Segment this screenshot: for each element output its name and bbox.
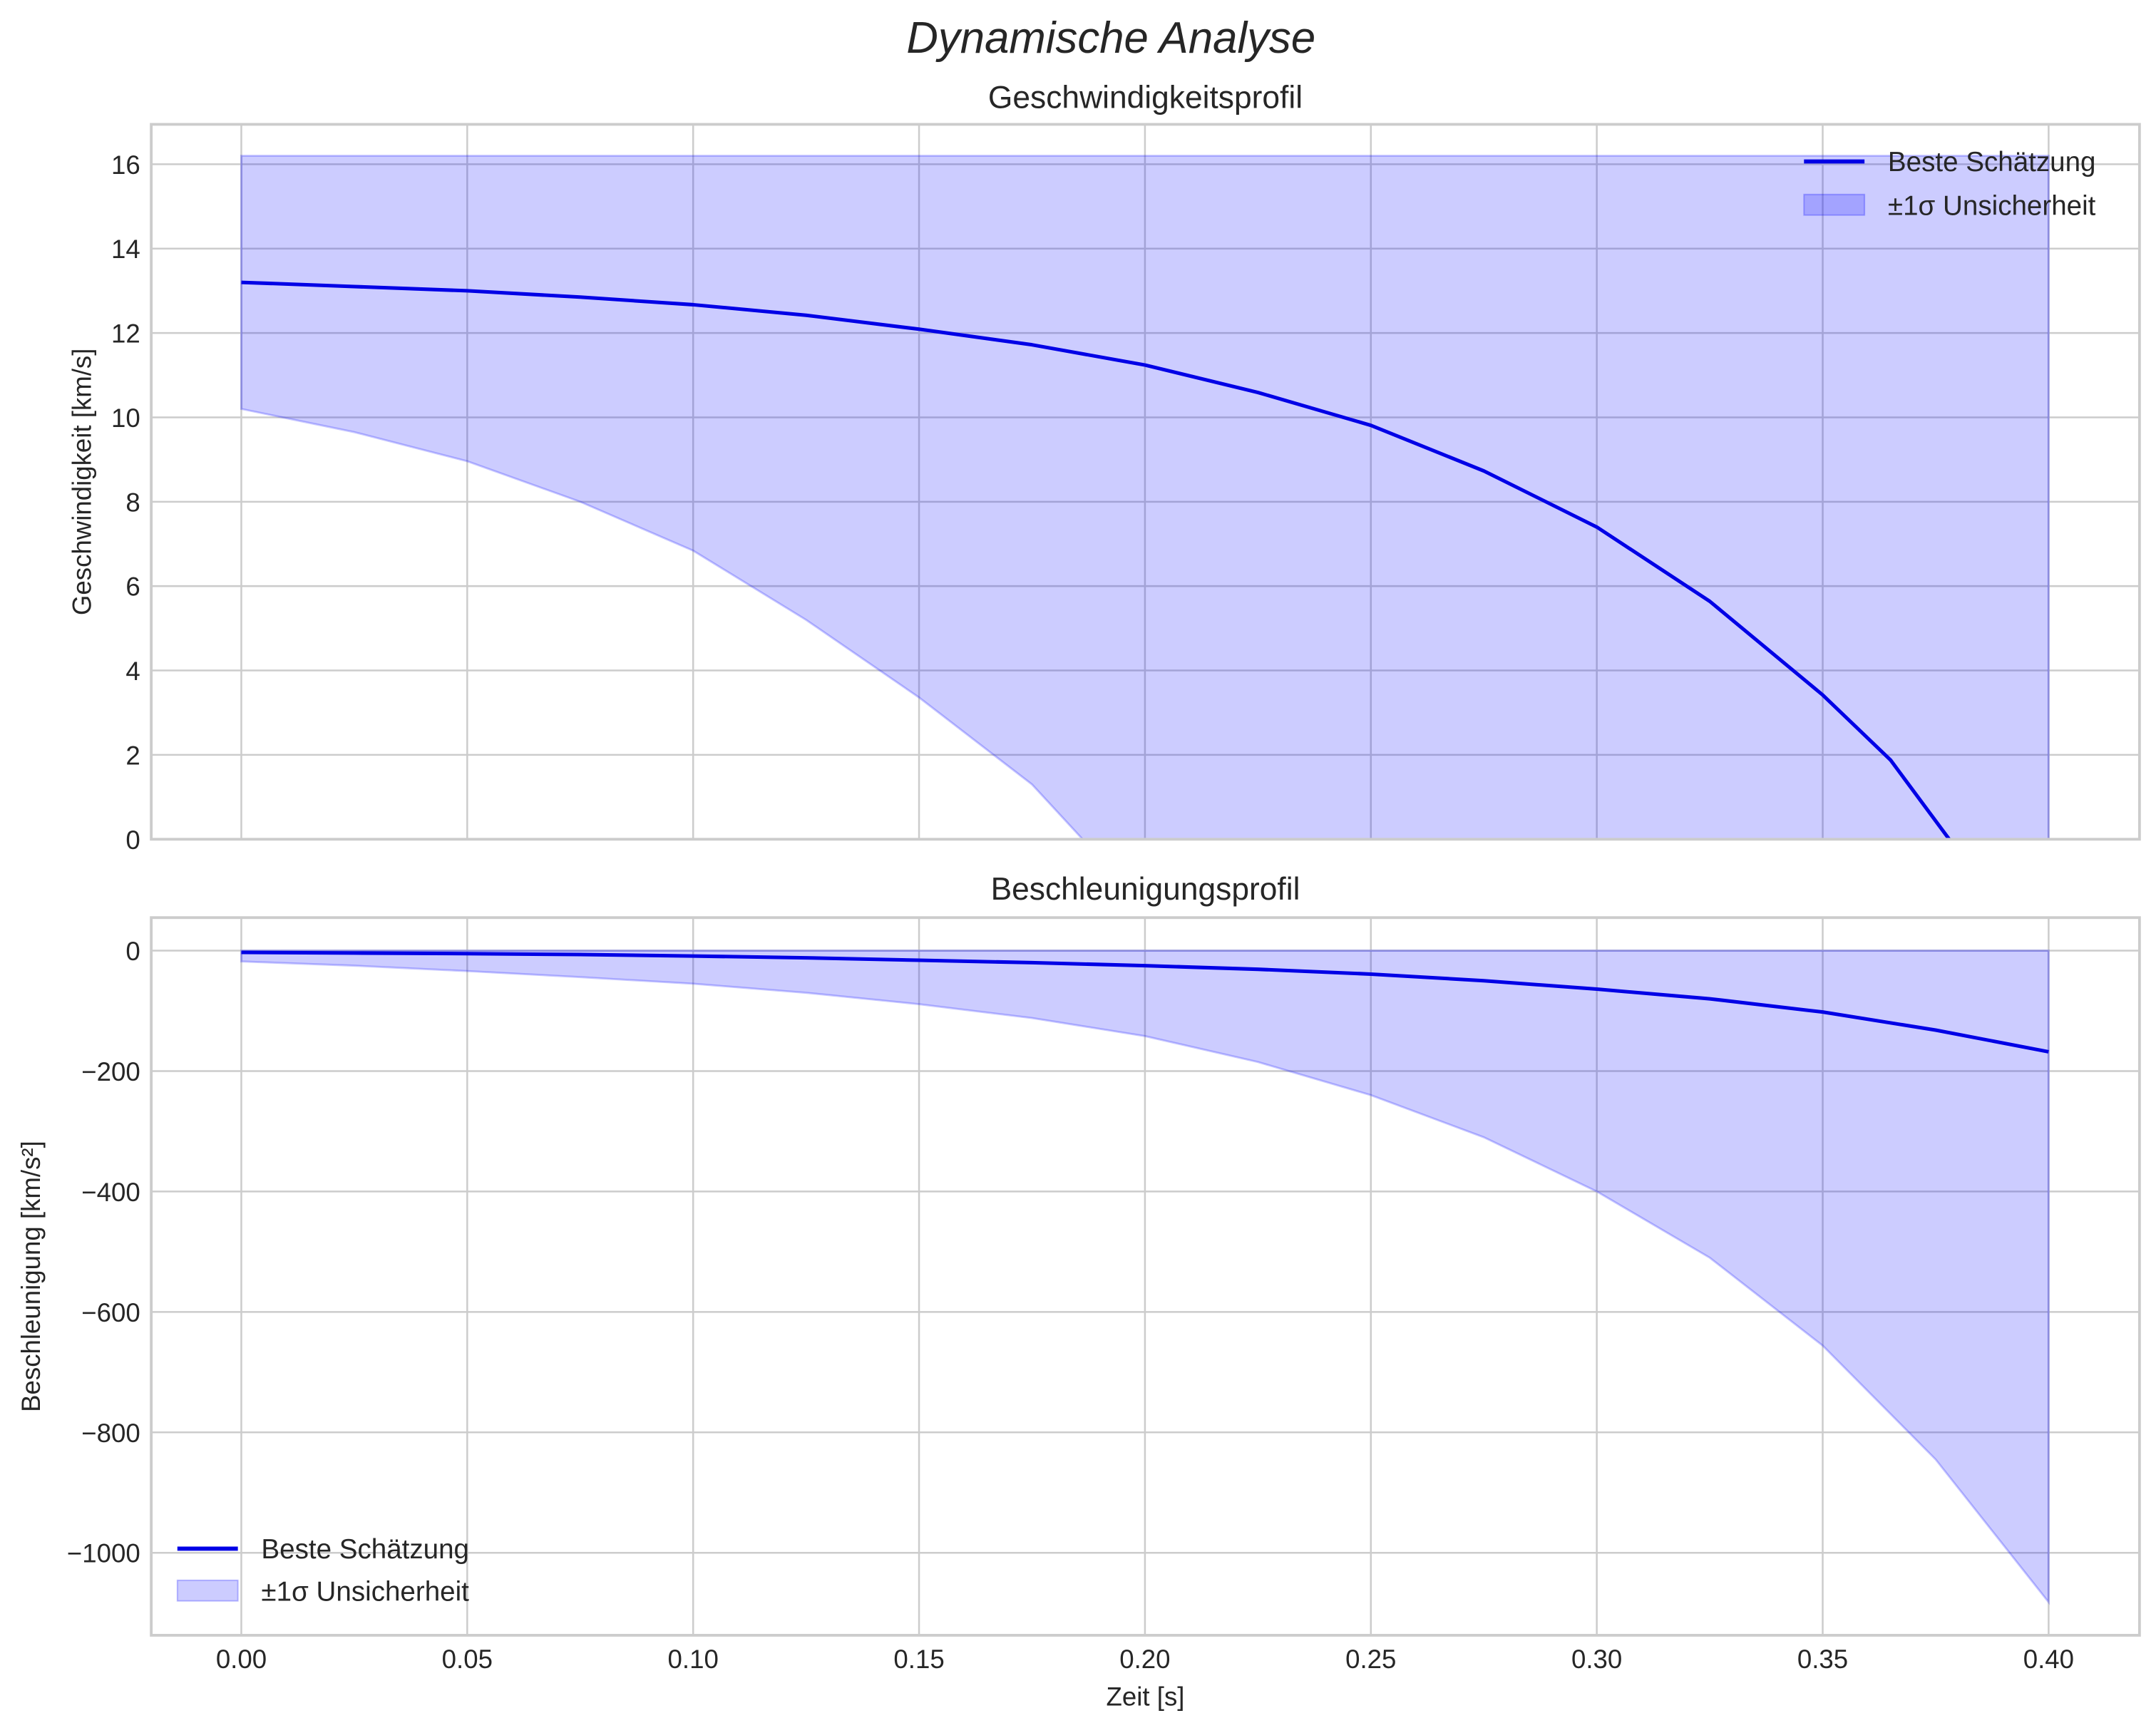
legend-band-label: ±1σ Unsicherheit (261, 1577, 469, 1608)
y-tick-label: 4 (125, 657, 140, 686)
velocity-axes-frame (150, 123, 2141, 841)
acceleration-panel: Beschleunigungsprofil 0 −200 −400 −600 −800 −… (16, 872, 2141, 1711)
y-tick-label: −1000 (67, 1539, 140, 1568)
y-tick-label: −600 (81, 1298, 140, 1327)
velocity-y-axis-label: Geschwindigkeit [km/s] (67, 349, 96, 616)
y-tick-label: 0 (125, 937, 140, 966)
legend-line-label: Beste Schätzung (261, 1534, 469, 1565)
x-axis-label: Zeit [s] (1107, 1682, 1185, 1711)
y-tick-label: 8 (125, 488, 140, 517)
legend-band-swatch-icon (176, 1579, 239, 1602)
figure-suptitle: Dynamische Analyse (906, 14, 1315, 63)
acceleration-uncertainty-band (240, 950, 2050, 1605)
legend-band-swatch-icon (1803, 193, 1866, 216)
x-tick-label: 0.00 (216, 1645, 267, 1674)
y-tick-label: 6 (125, 572, 140, 602)
x-tick-label: 0.25 (1345, 1645, 1396, 1674)
y-tick-label: −800 (81, 1419, 140, 1448)
x-tick-label: 0.05 (442, 1645, 493, 1674)
velocity-panel-title: Geschwindigkeitsprofil (988, 80, 1303, 115)
velocity-uncertainty-band (240, 155, 2050, 840)
acceleration-gridlines (151, 917, 2140, 1635)
acceleration-legend: Beste Schätzung ±1σ Unsicherheit (176, 1534, 469, 1608)
acceleration-y-tick-labels: 0 −200 −400 −600 −800 −1000 (67, 937, 140, 1568)
velocity-best-estimate-line (241, 280, 1951, 840)
velocity-panel: Geschwindigkeitsprofil 0 2 4 6 8 10 12 14 16 Ges… (67, 80, 2141, 855)
y-tick-label: 0 (125, 826, 140, 855)
velocity-y-tick-labels: 0 2 4 6 8 10 12 14 16 (111, 150, 140, 855)
y-tick-label: 16 (111, 150, 140, 180)
legend-band-label: ±1σ Unsicherheit (1888, 191, 2096, 222)
x-tick-labels: 0.00 0.05 0.10 0.15 0.20 0.25 0.30 0.35 0.40 (216, 1645, 2074, 1674)
acceleration-panel-title: Beschleunigungsprofil (991, 872, 1300, 907)
x-tick-label: 0.15 (893, 1645, 944, 1674)
acceleration-best-estimate-line (241, 950, 2049, 1054)
acceleration-y-axis-label: Beschleunigung [km/s²] (16, 1141, 46, 1412)
acceleration-axes-frame (150, 916, 2141, 1637)
y-tick-label: −200 (81, 1057, 140, 1086)
x-tick-label: 0.40 (2023, 1645, 2074, 1674)
y-tick-label: 10 (111, 403, 140, 433)
x-tick-label: 0.20 (1119, 1645, 1170, 1674)
y-tick-label: 14 (111, 235, 140, 264)
y-tick-label: 12 (111, 319, 140, 349)
x-tick-label: 0.10 (668, 1645, 719, 1674)
x-tick-label: 0.35 (1797, 1645, 1848, 1674)
y-tick-label: −400 (81, 1178, 140, 1207)
x-tick-label: 0.30 (1571, 1645, 1622, 1674)
legend-line-label: Beste Schätzung (1888, 147, 2096, 178)
y-tick-label: 2 (125, 741, 140, 770)
velocity-legend: Beste Schätzung ±1σ Unsicherheit (1803, 147, 2096, 222)
